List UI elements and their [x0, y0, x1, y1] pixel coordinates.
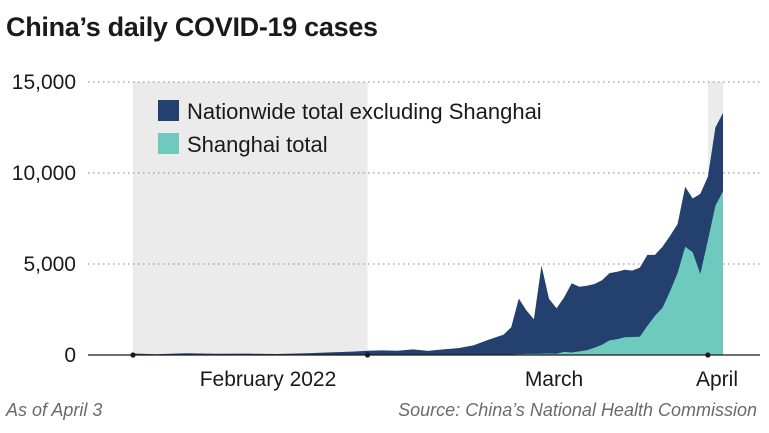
legend-label-1: Shanghai total — [187, 132, 328, 157]
y-tick-label-3: 15,000 — [12, 71, 76, 94]
shaded-period-0 — [133, 82, 368, 355]
y-tick-label-2: 10,000 — [12, 162, 76, 185]
series-shanghai-total — [133, 191, 723, 355]
x-axis — [88, 352, 760, 358]
y-tick-label-0: 0 — [64, 344, 76, 367]
x-tick-label-0: February 2022 — [200, 368, 337, 391]
x-axis-marker-1 — [364, 352, 371, 358]
chart-title: China’s daily COVID-19 cases — [6, 12, 378, 42]
x-tick-label-1: March — [525, 368, 583, 391]
x-tick-labels: February 2022 March April — [200, 368, 738, 391]
y-tick-labels: 0 5,000 10,000 15,000 — [12, 71, 76, 367]
shaded-periods — [133, 82, 723, 355]
y-tick-label-1: 5,000 — [23, 253, 76, 276]
x-axis-marker-0 — [130, 352, 136, 358]
legend-label-0: Nationwide total excluding Shanghai — [187, 99, 542, 124]
legend-swatch-1 — [158, 133, 179, 154]
legend: Nationwide total excluding Shanghai Shang… — [158, 99, 542, 157]
as-of-note: As of April 3 — [6, 400, 103, 420]
legend-swatch-0 — [158, 100, 179, 121]
series-nationwide-excluding-shanghai — [133, 112, 723, 356]
x-tick-label-2: April — [696, 368, 738, 391]
source-note: Source: China’s National Health Commissi… — [398, 400, 757, 420]
x-axis-marker-2 — [705, 352, 711, 358]
series-areas — [133, 112, 723, 356]
